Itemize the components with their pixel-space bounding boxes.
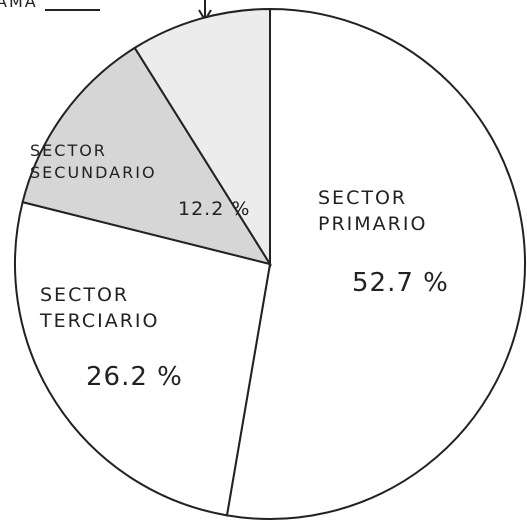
annotation: AMA (0, 0, 38, 11)
slice-label: SECTOR PRIMARIO (318, 187, 428, 235)
slice-label: SECTOR TERCIARIO (40, 284, 160, 332)
pie-slice (225, 7, 526, 520)
value-label: 12.2 % (178, 198, 251, 220)
value-label: 26.2 % (86, 362, 183, 392)
pie-slice (14, 200, 272, 517)
pie-slice (133, 7, 271, 268)
pie-slice (21, 46, 273, 266)
value-label: 52.7 % (352, 268, 449, 298)
slice-label: SECTOR SECUNDARIO (30, 141, 157, 182)
